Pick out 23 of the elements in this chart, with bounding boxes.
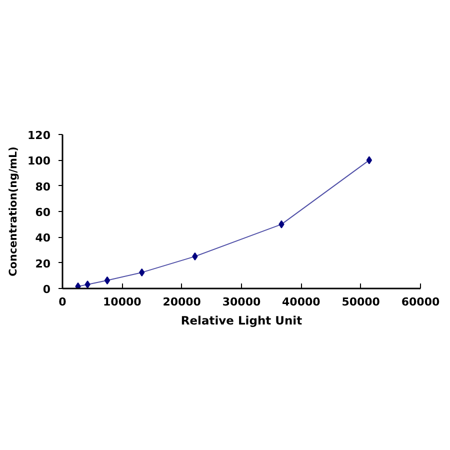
point <box>104 276 110 284</box>
x-tick-label: 0 <box>58 296 67 308</box>
x-tick-label: 20000 <box>162 296 202 308</box>
point <box>139 268 145 276</box>
point <box>75 282 81 288</box>
x-axis-title: Relative Light Unit <box>180 314 303 328</box>
x-tick-label: 10000 <box>103 296 142 308</box>
point <box>366 156 372 164</box>
y-tick-label: 40 <box>35 232 51 245</box>
y-tick-label: 100 <box>28 154 51 168</box>
y-tick-label: 120 <box>28 129 51 142</box>
y-tick-label: 60 <box>35 206 51 219</box>
x-tick-label: 40000 <box>282 296 321 308</box>
x-tick-label: 30000 <box>222 296 261 308</box>
x-tick-label: 60000 <box>401 296 440 308</box>
point <box>192 252 198 260</box>
y-tick-label: 20 <box>35 257 51 270</box>
point <box>278 220 284 228</box>
point <box>84 280 90 288</box>
x-tick-label: 50000 <box>342 296 380 308</box>
y-axis-title: Concentration(ng/mL) <box>8 146 20 276</box>
y-tick-label: 0 <box>42 283 51 296</box>
y-tick-label: 80 <box>35 180 51 194</box>
